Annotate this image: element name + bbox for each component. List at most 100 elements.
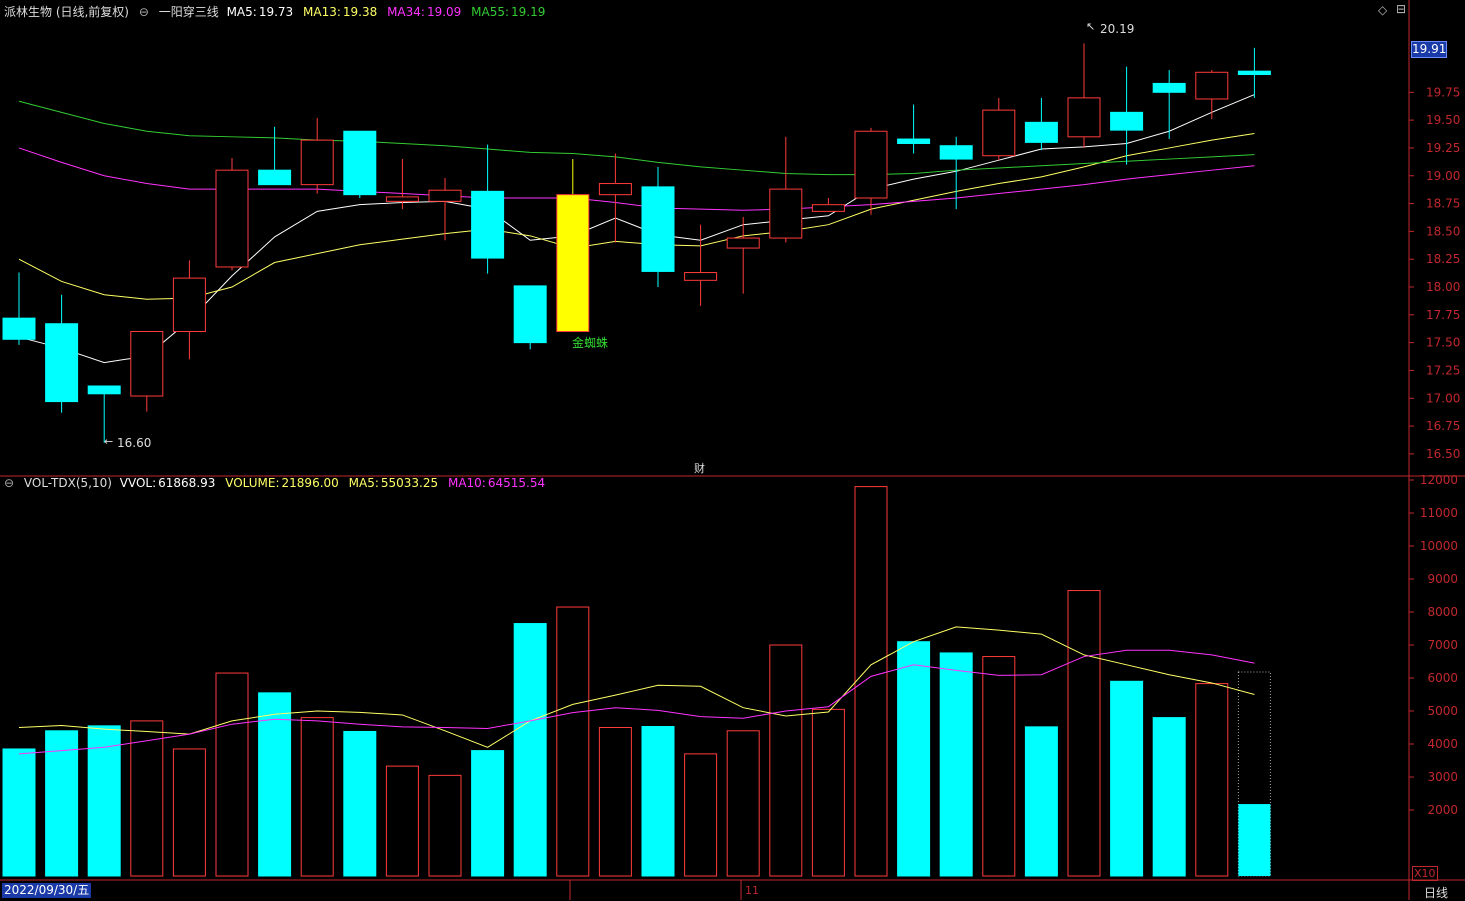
volume-tick-label: 9000 [1427,572,1458,586]
candle-body [343,130,377,196]
period-label[interactable]: 日线 [1424,886,1449,900]
volume-tick-label: 11000 [1420,506,1458,520]
candle-body [1024,121,1058,143]
candle-body [258,169,292,186]
candle [215,157,249,271]
ma-line-ma55 [18,100,1255,176]
candle [897,104,931,154]
candle [300,117,334,194]
candle-body [1237,70,1271,76]
candle-body [513,285,547,344]
ma-line-ma13 [18,132,1255,300]
candle [1067,43,1101,148]
volume-bar [428,774,462,877]
finance-marker[interactable]: 财 [694,462,705,475]
volume-bar [258,692,292,877]
candle-body [428,189,462,202]
volume-bar [300,717,334,877]
volume-bar [471,750,505,877]
candle-body [2,317,36,340]
candle [513,285,547,350]
candle [130,331,164,412]
volume-bar [385,765,419,877]
volume-indicator-name[interactable]: VOL-TDX(5,10) [23,476,112,490]
cursor-date: 2022/09/30/五 [2,883,92,898]
price-tick-label: 19.75 [1426,85,1460,99]
candle [598,153,632,243]
candle [811,198,845,212]
ma55-value: 19.19 [511,5,546,19]
candle [769,136,803,243]
volume-bar [726,730,760,877]
candle-body [1110,111,1144,131]
price-tick-label: 18.75 [1426,197,1460,211]
candlestick-series[interactable] [2,43,1271,443]
collapse-icon[interactable]: ⊖ [138,5,149,19]
volume-bars[interactable] [2,486,1271,877]
volume-bar [45,730,79,877]
candle-body [87,385,121,395]
candle [641,166,675,287]
candle-body [598,183,632,196]
candle [1024,97,1058,151]
high-arrow-icon: ↖ [1086,20,1096,33]
indicator-name[interactable]: 一阳穿三线 [158,5,219,19]
price-tick-label: 19.50 [1426,113,1460,127]
candle [982,97,1016,161]
volume-collapse-icon[interactable]: ⊖ [4,476,15,490]
candle-body [300,139,334,186]
volume-bar [1110,680,1144,877]
vvol-label: VVOL: [119,476,157,490]
volume-bar [939,652,973,877]
volume-bar [598,727,632,877]
current-price-tag: 19.91 [1411,41,1447,58]
volume-bar [556,606,590,877]
candle [428,177,462,241]
candle [854,127,888,215]
candle [45,294,79,413]
volume-bar [1152,717,1186,877]
ma5-value: 19.73 [258,5,294,19]
candle-body [1152,82,1186,93]
candle-body [939,145,973,160]
volume-bar [343,730,377,877]
maximize-icon[interactable]: ⊟ [1396,2,1407,16]
candle [258,126,292,186]
price-tick-label: 17.25 [1426,363,1460,377]
volume-bar [982,656,1016,877]
volume-bar [2,748,36,877]
volume-tick-label: 6000 [1427,671,1458,685]
candle-body [982,109,1016,157]
ma34-label: MA34: [387,5,425,19]
price-tick-label: 18.00 [1426,280,1460,294]
price-tick-label: 17.00 [1426,391,1460,405]
candle [87,385,121,443]
volume-bar-projected [1237,671,1271,877]
volume-bar [854,486,888,877]
ma13-value: 19.38 [342,5,378,19]
candle-body [45,323,79,403]
pattern-label: 金蜘蛛 [572,336,609,350]
candle [726,216,760,294]
candle [2,272,36,345]
price-tick-label: 17.50 [1426,336,1460,350]
volume-bar [1195,683,1229,877]
volume-bar [1067,590,1101,877]
volume-bar [1024,726,1058,877]
volume-bar [172,748,206,877]
candle [1110,66,1144,165]
low-arrow-icon: ← [104,435,114,448]
volume-tick-label: 2000 [1427,803,1458,817]
volume-bar [811,708,845,877]
candle-body [897,138,931,144]
diamond-icon[interactable]: ◇ [1378,3,1388,17]
price-axis: 16.50 16.75 17.00 17.25 17.50 17.75 18.00 18.25… [1409,85,1460,461]
volume-bar [641,726,675,877]
volume-axis: 2000 3000 4000 5000 6000 7000 8000 9000 10000 110… [1409,473,1458,817]
ma5-label: MA5: [226,5,257,19]
candle-body [471,190,505,259]
stock-title[interactable]: 派林生物 (日线,前复权) [4,5,129,19]
candle-body [385,196,419,202]
volume-tick-label: 5000 [1427,704,1458,718]
